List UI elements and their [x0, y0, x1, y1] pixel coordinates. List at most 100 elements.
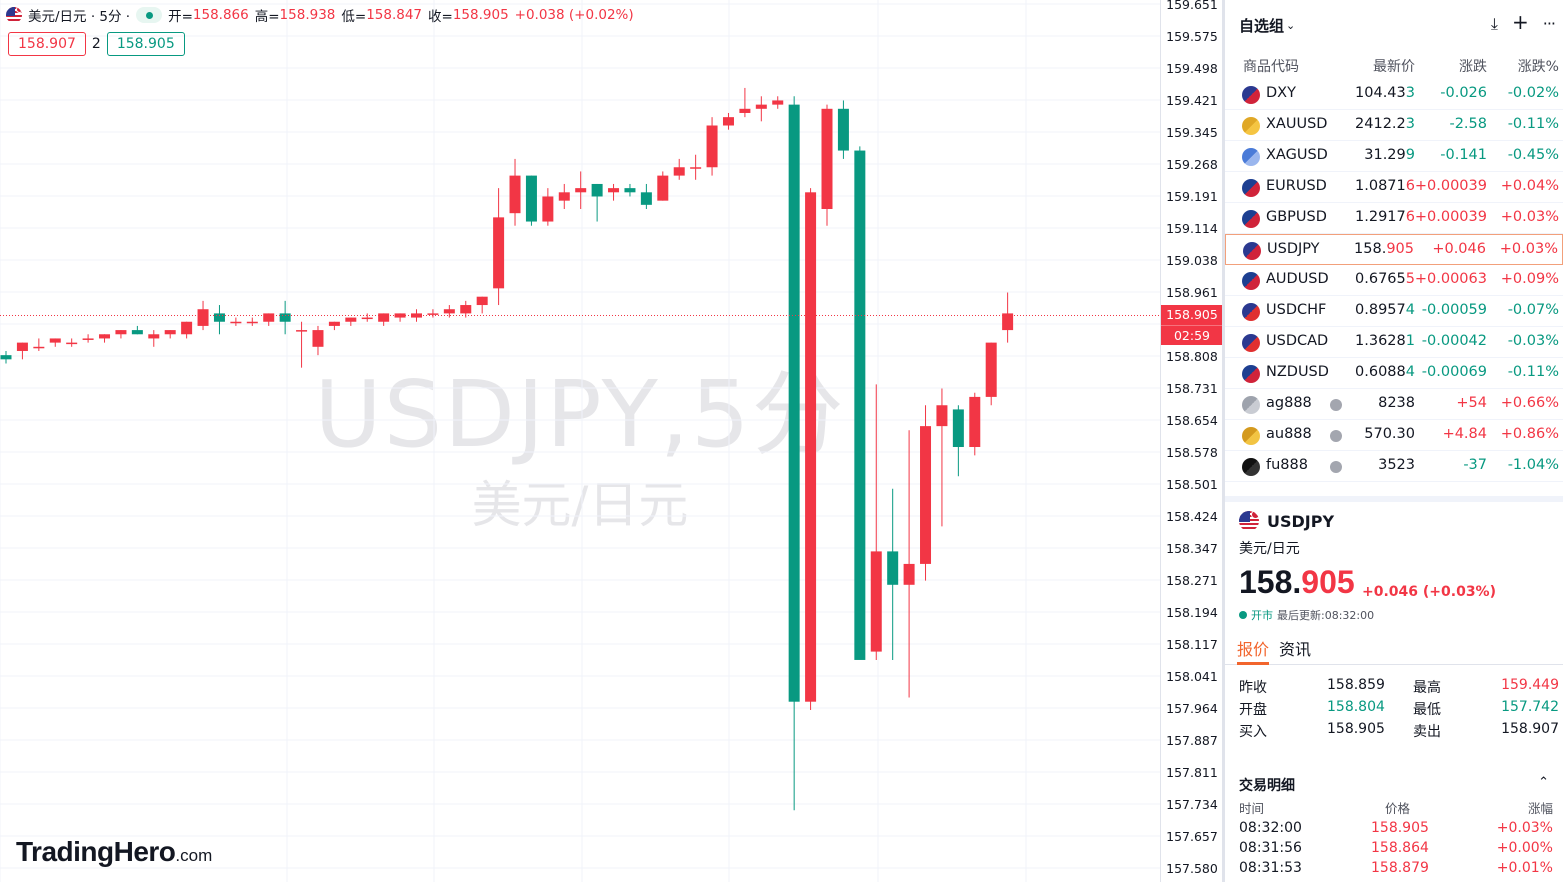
sell-button[interactable]: 158.907 — [8, 32, 86, 56]
watchlist-last: 8238 — [1378, 395, 1415, 411]
last-tail: 5 — [1405, 271, 1415, 287]
candle-body — [164, 330, 176, 335]
candle-body — [460, 305, 472, 314]
watchlist-symbol[interactable]: USDJPY — [1267, 241, 1320, 257]
us-flag-icon — [1242, 86, 1260, 104]
trade-col-time: 时间 — [1239, 801, 1265, 816]
market-closed-dot-icon — [1330, 430, 1342, 442]
candle-body — [772, 100, 784, 105]
candle-body — [16, 342, 28, 351]
watchlist-row-ag888[interactable]: ag888 8238 +54 +0.66% — [1225, 389, 1563, 420]
last-main: 0.8957 — [1355, 302, 1406, 318]
column-change[interactable]: 涨跌 — [1459, 59, 1487, 75]
watchlist-row-usdchf[interactable]: USDCHF 0.89574 -0.00059 -0.07% — [1225, 296, 1563, 327]
watchlist-change: -0.026 — [1440, 85, 1487, 101]
price-tick-label: 158.654 — [1166, 413, 1218, 428]
quote-value: 158.907 — [1501, 721, 1559, 737]
watchlist-change: -0.00069 — [1421, 364, 1487, 380]
watchlist-row-eurusd[interactable]: EURUSD 1.08716 +0.00039 +0.04% — [1225, 172, 1563, 203]
watchlist-symbol[interactable]: XAGUSD — [1266, 147, 1328, 163]
candle-body — [427, 313, 439, 315]
watchlist-last: 0.89574 — [1355, 302, 1415, 318]
watchlist-symbol[interactable]: DXY — [1266, 85, 1296, 101]
watchlist-change-percent: -0.11% — [1507, 364, 1559, 380]
us-ch-flag-icon — [1242, 303, 1260, 321]
last-tail: 3 — [1405, 85, 1415, 101]
watchlist-change-percent: +0.09% — [1500, 271, 1559, 287]
trade-time: 08:31:53 — [1239, 860, 1302, 876]
watchlist-row-usdjpy[interactable]: USDJPY 158.905 +0.046 +0.03% — [1225, 234, 1563, 265]
candle-body — [82, 338, 94, 340]
watchlist-symbol[interactable]: USDCHF — [1266, 302, 1327, 318]
legend-title[interactable]: 美元/日元 · 5分 · — [28, 9, 131, 25]
price-tick-label: 158.117 — [1166, 637, 1218, 652]
watchlist-symbol[interactable]: AUDUSD — [1266, 271, 1329, 287]
watchlist-selector[interactable]: 自选组 — [1239, 16, 1285, 35]
chevron-up-icon[interactable]: ⌃ — [1538, 775, 1549, 790]
candle-body — [115, 330, 127, 335]
watchlist-change: -0.141 — [1440, 147, 1487, 163]
column-last[interactable]: 最新价 — [1373, 59, 1415, 75]
candle-body — [525, 175, 537, 222]
watchlist-symbol[interactable]: au888 — [1266, 426, 1312, 442]
watchlist-row-au888[interactable]: au888 570.30 +4.84 +0.86% — [1225, 420, 1563, 451]
candle-body — [148, 334, 160, 339]
candle-body — [361, 317, 373, 320]
watchlist-symbol[interactable]: EURUSD — [1266, 178, 1327, 194]
tab-news[interactable]: 资讯 — [1279, 640, 1312, 659]
watchlist-last: 2412.23 — [1355, 116, 1415, 132]
price-tick-label: 159.038 — [1166, 253, 1218, 268]
candle-body — [788, 104, 800, 702]
quote-row: 昨收 158.859 最高 159.449 — [1239, 677, 1559, 699]
watchlist-row-xagusd[interactable]: XAGUSD 31.299 -0.141 -0.45% — [1225, 141, 1563, 172]
watchlist-row-gbpusd[interactable]: GBPUSD 1.29176 +0.00039 +0.03% — [1225, 203, 1563, 234]
detail-name: 美元/日元 — [1239, 541, 1300, 557]
watchlist-symbol[interactable]: XAUUSD — [1266, 116, 1328, 132]
price-axis[interactable]: 159.651 159.575 159.498 159.421 159.345 159.2… — [1160, 0, 1223, 882]
watchlist-change-percent: +0.03% — [1499, 241, 1558, 257]
watchlist-row-xauusd[interactable]: XAUUSD 2412.23 -2.58 -0.11% — [1225, 110, 1563, 141]
candle-body — [920, 426, 932, 564]
candle-body — [33, 346, 45, 349]
watchlist-symbol[interactable]: ag888 — [1266, 395, 1312, 411]
watchlist-row-dxy[interactable]: DXY 104.433 -0.026 -0.02% — [1225, 79, 1563, 110]
watchlist-row-audusd[interactable]: AUDUSD 0.67655 +0.00063 +0.09% — [1225, 265, 1563, 296]
trade-row: 08:32:00 158.905 +0.03% — [1225, 820, 1563, 840]
candle-body — [608, 188, 620, 193]
add-symbol-icon[interactable]: + — [1511, 10, 1529, 34]
chevron-down-icon[interactable]: ⌄ — [1286, 18, 1296, 32]
quote-row: 开盘 158.804 最低 157.742 — [1239, 699, 1559, 721]
watchlist-symbol[interactable]: NZDUSD — [1266, 364, 1329, 380]
column-change-percent[interactable]: 涨跌% — [1517, 59, 1559, 75]
candle-body — [263, 313, 275, 322]
last-main: 1.3628 — [1355, 333, 1406, 349]
candle-body — [969, 396, 981, 448]
watchlist-symbol[interactable]: USDCAD — [1266, 333, 1329, 349]
legend-high-value: 158.938 — [279, 7, 336, 23]
watchlist-row-usdcad[interactable]: USDCAD 1.36281 -0.00042 -0.03% — [1225, 327, 1563, 358]
more-options-icon[interactable]: ··· — [1542, 14, 1556, 33]
download-icon[interactable]: ⤓ — [1490, 14, 1498, 33]
last-main: 104.43 — [1355, 85, 1406, 101]
trade-price: 158.905 — [1371, 820, 1429, 836]
trade-row: 08:31:56 158.864 +0.00% — [1225, 840, 1563, 860]
watchlist-symbol[interactable]: fu888 — [1266, 457, 1308, 473]
chart-area[interactable]: USDJPY,5分 美元/日元 美元/日元 · 5分 · 开= 158.866 高… — [0, 0, 1160, 882]
detail-symbol: USDJPY — [1267, 511, 1335, 531]
last-main: 31.29 — [1364, 147, 1406, 163]
column-symbol[interactable]: 商品代码 — [1243, 59, 1299, 75]
quote-value: 157.742 — [1501, 699, 1559, 715]
watchlist-row-nzdusd[interactable]: NZDUSD 0.60884 -0.00069 -0.11% — [1225, 358, 1563, 389]
candlestick-chart[interactable] — [0, 0, 1160, 882]
detail-price-tail: 905 — [1301, 564, 1355, 600]
buy-sell-panel: 158.907 2 158.905 — [8, 32, 185, 56]
tab-quote[interactable]: 报价 — [1237, 640, 1270, 659]
brand-logo: TradingHero.com — [16, 836, 212, 868]
watchlist-symbol[interactable]: GBPUSD — [1266, 209, 1327, 225]
trade-price: 158.864 — [1371, 840, 1429, 856]
candle-body — [805, 192, 817, 702]
price-tick-label: 158.271 — [1166, 573, 1218, 588]
watchlist-row-fu888[interactable]: fu888 3523 -37 -1.04% — [1225, 451, 1563, 482]
market-closed-dot-icon — [1330, 461, 1342, 473]
buy-button[interactable]: 158.905 — [106, 32, 185, 56]
